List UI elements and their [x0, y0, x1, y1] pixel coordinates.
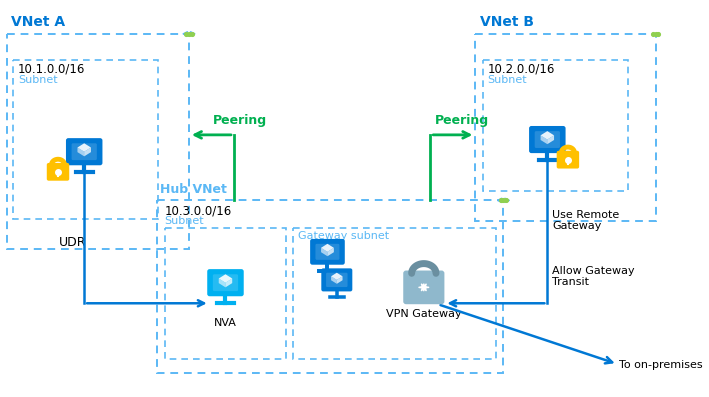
Bar: [13, 60, 158, 219]
Polygon shape: [77, 143, 91, 152]
Polygon shape: [84, 148, 91, 156]
FancyBboxPatch shape: [213, 274, 238, 291]
Text: VPN Gateway: VPN Gateway: [386, 309, 462, 319]
Text: Subnet: Subnet: [164, 216, 204, 226]
Text: Subnet: Subnet: [488, 75, 527, 85]
FancyBboxPatch shape: [207, 269, 244, 296]
Text: Peering: Peering: [213, 114, 267, 127]
Bar: [6, 34, 189, 249]
Bar: [157, 200, 503, 374]
Text: Peering: Peering: [435, 114, 489, 127]
Text: Use Remote
Gateway: Use Remote Gateway: [552, 210, 619, 231]
Polygon shape: [540, 131, 554, 139]
Text: Hub VNet: Hub VNet: [160, 183, 227, 196]
FancyBboxPatch shape: [72, 143, 97, 160]
Text: NVA: NVA: [214, 318, 237, 328]
Polygon shape: [219, 278, 225, 287]
Polygon shape: [331, 273, 342, 280]
Text: 10.3.0.0/16: 10.3.0.0/16: [164, 204, 232, 217]
FancyBboxPatch shape: [316, 244, 340, 260]
Text: Subnet: Subnet: [18, 75, 57, 85]
Polygon shape: [321, 244, 334, 252]
Polygon shape: [547, 135, 554, 144]
FancyBboxPatch shape: [535, 131, 560, 148]
Text: Gateway subnet: Gateway subnet: [298, 231, 389, 241]
Polygon shape: [225, 278, 233, 287]
Polygon shape: [328, 248, 334, 256]
Bar: [483, 60, 627, 191]
Polygon shape: [331, 276, 337, 284]
Text: Allow Gateway
Transit: Allow Gateway Transit: [552, 266, 635, 287]
Bar: [293, 228, 496, 359]
FancyBboxPatch shape: [66, 138, 102, 165]
Text: 10.1.0.0/16: 10.1.0.0/16: [18, 63, 85, 76]
FancyBboxPatch shape: [529, 126, 566, 153]
Text: VNet A: VNet A: [11, 15, 65, 29]
FancyBboxPatch shape: [557, 151, 579, 169]
Bar: [475, 34, 656, 221]
FancyBboxPatch shape: [403, 270, 445, 304]
Text: UDR: UDR: [60, 236, 86, 249]
FancyBboxPatch shape: [326, 273, 347, 287]
Text: To on-premises: To on-premises: [620, 360, 703, 370]
Polygon shape: [219, 274, 233, 283]
Text: VNet B: VNet B: [480, 15, 534, 29]
Polygon shape: [337, 276, 342, 284]
Polygon shape: [321, 248, 328, 256]
FancyBboxPatch shape: [310, 239, 345, 265]
Polygon shape: [77, 148, 84, 156]
Polygon shape: [540, 135, 547, 144]
Bar: [164, 228, 286, 359]
FancyBboxPatch shape: [47, 163, 69, 181]
Text: 10.2.0.0/16: 10.2.0.0/16: [488, 63, 555, 76]
FancyBboxPatch shape: [321, 268, 352, 291]
